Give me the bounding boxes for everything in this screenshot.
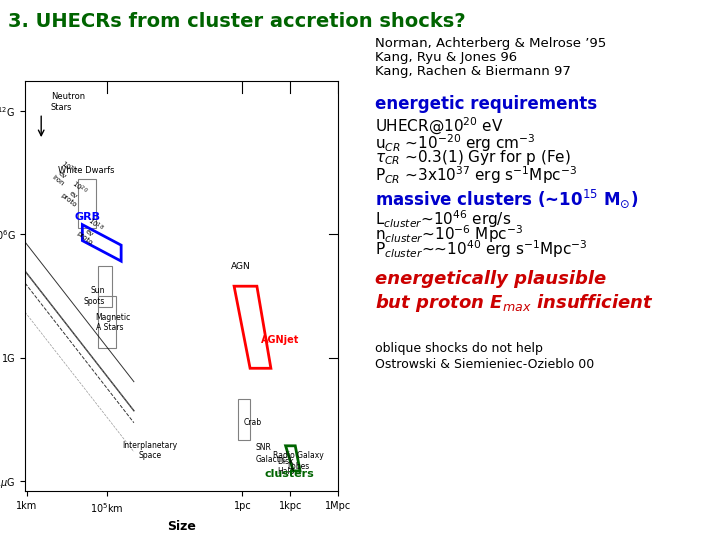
Text: Ostrowski & Siemieniec-Ozieblo 00: Ostrowski & Siemieniec-Ozieblo 00 [375, 358, 594, 371]
Text: Sun
Spots: Sun Spots [84, 286, 105, 306]
Text: Interplanetary
Space: Interplanetary Space [122, 441, 177, 460]
Text: Magnetic
A Stars: Magnetic A Stars [96, 313, 131, 333]
Text: White Dwarfs: White Dwarfs [58, 166, 114, 176]
Text: Radio Galaxy
Lobes: Radio Galaxy Lobes [273, 451, 323, 471]
Text: GRB: GRB [75, 212, 101, 222]
Text: u$_{CR}$ ~10$^{-20}$ erg cm$^{-3}$: u$_{CR}$ ~10$^{-20}$ erg cm$^{-3}$ [375, 132, 536, 154]
Text: $\tau_{CR}$ ~0.3(1) Gyr for p (Fe): $\tau_{CR}$ ~0.3(1) Gyr for p (Fe) [375, 148, 571, 167]
Text: $10^{20}$
ev
iron: $10^{20}$ ev iron [49, 158, 78, 188]
Text: massive clusters (~10$^{15}$ M$_{\odot}$): massive clusters (~10$^{15}$ M$_{\odot}$… [375, 188, 639, 211]
Text: oblique shocks do not help: oblique shocks do not help [375, 342, 543, 355]
Text: UHECR@10$^{20}$ eV: UHECR@10$^{20}$ eV [375, 116, 503, 137]
Text: Disk
Halo: Disk Halo [277, 457, 294, 476]
X-axis label: Size: Size [167, 521, 197, 534]
Text: Kang, Rachen & Biermann 97: Kang, Rachen & Biermann 97 [375, 65, 571, 78]
Text: but proton E$_{max}$ insufficient: but proton E$_{max}$ insufficient [375, 292, 654, 314]
Text: clusters: clusters [264, 469, 314, 479]
Text: Galactic: Galactic [256, 455, 287, 464]
Text: energetically plausible: energetically plausible [375, 270, 606, 288]
Bar [99, 296, 117, 348]
Text: P$_{CR}$ ~3x10$^{37}$ erg s$^{-1}$Mpc$^{-3}$: P$_{CR}$ ~3x10$^{37}$ erg s$^{-1}$Mpc$^{… [375, 164, 577, 186]
Bar [238, 399, 250, 440]
Text: Kang, Ryu & Jones 96: Kang, Ryu & Jones 96 [375, 51, 517, 64]
Text: Norman, Achterberg & Melrose ’95: Norman, Achterberg & Melrose ’95 [375, 37, 606, 50]
Text: $10^{20}$
ev
proto: $10^{20}$ ev proto [60, 178, 90, 209]
Bar [78, 179, 96, 228]
Text: n$_{cluster}$~10$^{-6}$ Mpc$^{-3}$: n$_{cluster}$~10$^{-6}$ Mpc$^{-3}$ [375, 223, 523, 245]
Text: SNR: SNR [256, 443, 271, 453]
Text: AGN: AGN [231, 262, 251, 271]
Text: P$_{cluster}$~~10$^{40}$ erg s$^{-1}$Mpc$^{-3}$: P$_{cluster}$~~10$^{40}$ erg s$^{-1}$Mpc… [375, 238, 588, 260]
Bar [99, 266, 112, 307]
Text: AGNjet: AGNjet [261, 335, 300, 345]
Text: $10^{18}$
ev
proto: $10^{18}$ ev proto [76, 215, 106, 246]
Text: Neutron
Stars: Neutron Stars [51, 92, 85, 112]
Text: Crab: Crab [244, 418, 262, 427]
Text: energetic requirements: energetic requirements [375, 95, 597, 113]
Text: 3. UHECRs from cluster accretion shocks?: 3. UHECRs from cluster accretion shocks? [8, 12, 466, 31]
Text: L$_{cluster}$~10$^{46}$ erg/s: L$_{cluster}$~10$^{46}$ erg/s [375, 208, 511, 230]
